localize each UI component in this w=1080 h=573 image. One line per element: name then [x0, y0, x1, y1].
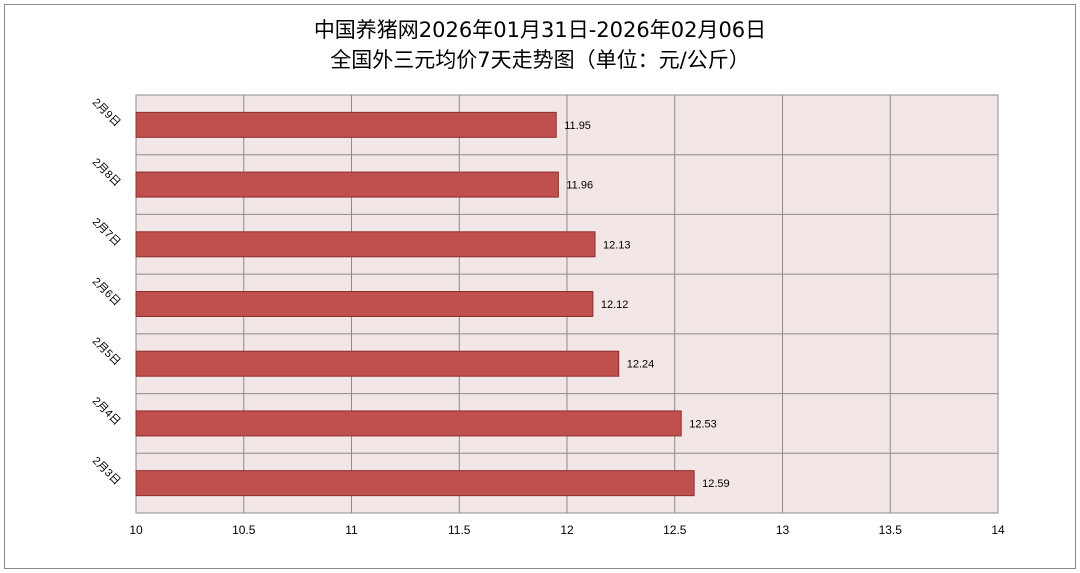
x-tick-label: 14 [991, 523, 1005, 537]
category-label: 2月8日 [90, 156, 123, 189]
value-label: 12.13 [603, 239, 631, 251]
bar [135, 111, 557, 138]
x-tick-label: 10.5 [232, 523, 256, 537]
x-tick-label: 13 [776, 523, 790, 537]
x-tick-label: 10 [129, 523, 143, 537]
value-label: 12.24 [627, 359, 655, 371]
bar [135, 171, 559, 198]
category-label: 2月5日 [90, 335, 123, 368]
chart-subtitle: 全国外三元均价7天走势图（单位：元/公斤） [330, 48, 750, 72]
value-label: 11.96 [566, 180, 593, 192]
bar [135, 410, 682, 437]
bar [135, 470, 695, 497]
category-label: 2月9日 [90, 97, 123, 130]
value-label: 12.53 [689, 418, 717, 430]
category-label: 2月3日 [90, 455, 123, 488]
x-tick-label: 11 [345, 523, 358, 537]
x-tick-label: 12 [560, 523, 574, 537]
value-label: 11.95 [564, 120, 591, 132]
category-label: 2月6日 [90, 276, 123, 309]
chart-title: 中国养猪网2026年01月31日-2026年02月06日 [313, 18, 767, 42]
bar [135, 291, 594, 317]
category-label: 2月7日 [90, 216, 123, 249]
x-tick-label: 13.5 [879, 523, 903, 537]
category-label: 2月4日 [90, 395, 123, 428]
x-tick-label: 11.5 [448, 523, 471, 537]
value-label: 12.59 [702, 478, 730, 490]
x-tick-label: 12.5 [663, 523, 687, 537]
bar [135, 350, 620, 377]
value-label: 12.12 [601, 299, 629, 311]
bar [135, 231, 596, 258]
